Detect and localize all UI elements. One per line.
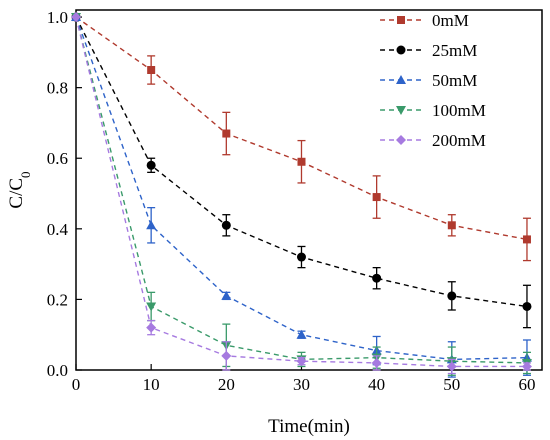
y-tick-label: 0.0 — [47, 361, 68, 380]
series-100mM — [71, 13, 532, 376]
data-point — [371, 357, 382, 368]
legend-marker — [396, 135, 406, 145]
data-point — [146, 322, 157, 333]
legend-item: 0mM — [380, 11, 469, 30]
legend-item: 25mM — [380, 41, 477, 60]
x-tick-label: 0 — [72, 375, 81, 394]
data-point — [447, 291, 457, 301]
data-point — [146, 160, 156, 170]
data-point — [372, 193, 381, 202]
series-25mM — [71, 12, 532, 329]
data-point — [222, 129, 231, 138]
series-line — [75, 16, 527, 361]
x-tick-label: 50 — [443, 375, 460, 394]
data-point — [146, 220, 157, 230]
series-layer — [71, 12, 532, 378]
data-point — [221, 290, 232, 300]
legend-label: 100mM — [432, 101, 486, 120]
data-point — [221, 220, 231, 230]
data-point — [71, 12, 81, 23]
data-point — [446, 361, 457, 372]
legend-marker — [396, 45, 406, 55]
data-point — [297, 157, 306, 166]
series-200mM — [71, 12, 532, 375]
x-tick-label: 30 — [293, 375, 310, 394]
data-point — [372, 273, 382, 283]
legend-marker — [396, 75, 406, 84]
data-point — [296, 356, 307, 367]
series-0mM — [72, 13, 531, 262]
y-tick-label: 0.6 — [47, 149, 68, 168]
legend-label: 200mM — [432, 131, 486, 150]
data-point — [522, 235, 531, 244]
y-axis-title: C/C0 — [6, 171, 33, 208]
y-tick-label: 1.0 — [47, 8, 68, 27]
x-tick-label: 60 — [518, 375, 535, 394]
legend: 0mM 25mM 50mM 100mM 200mM — [380, 11, 486, 150]
legend-marker — [397, 16, 405, 24]
data-point — [447, 221, 456, 230]
y-axis-title-subscript: 0 — [18, 171, 33, 178]
y-axis-title-main: C/C — [6, 178, 27, 209]
x-tick-label: 20 — [218, 375, 235, 394]
series-line — [75, 16, 527, 368]
legend-label: 0mM — [432, 11, 469, 30]
x-tick-label: 10 — [143, 375, 160, 394]
data-point — [147, 66, 156, 74]
plot-frame — [75, 9, 543, 371]
data-point — [521, 361, 532, 372]
x-axis-title: Time(min) — [268, 416, 350, 437]
legend-item: 50mM — [380, 71, 477, 90]
axes: 0 10 20 30 40 50 60 0.0 0.2 0.4 0.6 0.8 1.0 — [47, 8, 543, 394]
data-point — [296, 329, 307, 339]
x-tick-label: 40 — [368, 375, 385, 394]
legend-marker — [396, 106, 406, 115]
y-tick-label: 0.2 — [47, 290, 68, 309]
y-tick-label: 0.4 — [47, 220, 69, 239]
data-point — [296, 252, 306, 262]
legend-label: 50mM — [432, 71, 477, 90]
series-line — [75, 16, 527, 364]
data-point — [522, 301, 532, 311]
legend-item: 100mM — [380, 101, 486, 120]
legend-label: 25mM — [432, 41, 477, 60]
y-tick-label: 0.8 — [47, 79, 68, 98]
series-50mM — [71, 12, 532, 378]
legend-item: 200mM — [380, 131, 486, 150]
data-point — [146, 302, 157, 312]
data-point — [221, 350, 232, 361]
